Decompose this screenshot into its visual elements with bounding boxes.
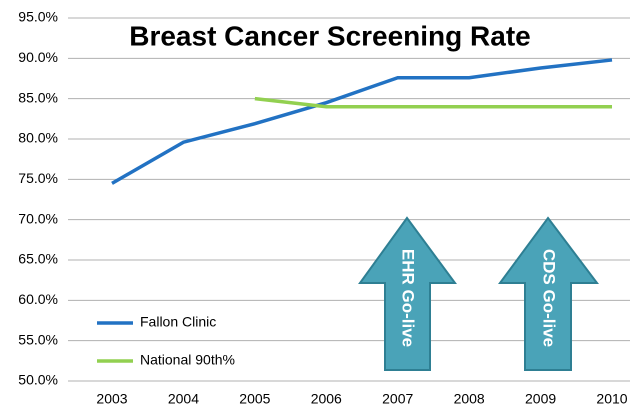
y-tick-label: 50.0%: [18, 372, 58, 388]
y-tick-label: 70.0%: [18, 210, 58, 226]
x-tick-label: 2003: [96, 391, 127, 407]
y-tick-label: 95.0%: [18, 9, 58, 25]
chart-title: Breast Cancer Screening Rate: [129, 20, 531, 51]
legend-label: National 90th%: [140, 352, 235, 368]
x-tick-label: 2004: [168, 391, 199, 407]
data-line: [111, 58, 613, 185]
data-line: [254, 96, 613, 109]
x-tick-label: 2006: [311, 391, 342, 407]
annotation-arrow: EHR Go-live: [358, 216, 457, 371]
annotation-text: EHR Go-live: [399, 249, 418, 347]
y-tick-label: 60.0%: [18, 291, 58, 307]
x-tick-label: 2010: [596, 391, 627, 407]
y-tick-label: 90.0%: [18, 49, 58, 65]
x-tick-label: 2008: [454, 391, 485, 407]
annotation-arrow: CDS Go-live: [498, 216, 600, 371]
x-tick-label: 2007: [382, 391, 413, 407]
y-tick-label: 75.0%: [18, 170, 58, 186]
x-tick-label: 2005: [239, 391, 270, 407]
y-tick-label: 80.0%: [18, 130, 58, 146]
legend-label: Fallon Clinic: [140, 314, 216, 330]
y-tick-label: 55.0%: [18, 331, 58, 347]
y-tick-label: 85.0%: [18, 89, 58, 105]
x-tick-label: 2009: [525, 391, 556, 407]
y-tick-label: 65.0%: [18, 251, 58, 267]
annotation-text: CDS Go-live: [540, 249, 559, 347]
